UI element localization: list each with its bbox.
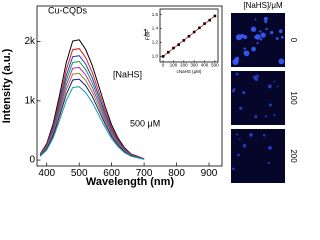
- cell-dot: [231, 89, 235, 93]
- cell-dot: [249, 133, 253, 137]
- cell-dot: [268, 103, 272, 107]
- cell-dot: [259, 30, 262, 33]
- x-tick-label: 600: [103, 168, 120, 179]
- x-tick-label: 500: [211, 63, 219, 68]
- point: [213, 14, 217, 18]
- x-tick-label: 400: [38, 168, 55, 179]
- cell-dot: [267, 161, 270, 165]
- inset-x-label: cNaHS (μM): [177, 69, 202, 74]
- cell-dot: [239, 138, 241, 141]
- cell-dot: [240, 33, 245, 39]
- cell-dot: [239, 106, 243, 110]
- point: [198, 26, 201, 30]
- annotation: 1: [143, 27, 148, 37]
- cell-dot: [270, 30, 274, 35]
- annotation: [NaHS]: [113, 69, 142, 79]
- cell-dot: [242, 91, 246, 95]
- cell-dot: [278, 58, 285, 65]
- cell-dot: [235, 72, 239, 76]
- cell-dot: [256, 74, 259, 78]
- cell-dot: [278, 29, 283, 34]
- y-tick-label: 1.6: [152, 12, 159, 17]
- cell-dot: [264, 115, 268, 118]
- cell-dot: [259, 38, 263, 41]
- cell-dot: [243, 47, 246, 50]
- cell-dot: [254, 34, 261, 40]
- cell-dot: [280, 35, 284, 39]
- x-tick-label: 900: [201, 168, 218, 179]
- cell-dot: [237, 153, 240, 157]
- cell-dot: [260, 32, 266, 38]
- y-tick-label: 0: [29, 155, 35, 166]
- x-tick-label: 0: [162, 63, 165, 68]
- annotation: 500 μM: [130, 118, 160, 128]
- point: [161, 55, 165, 58]
- cell-dot: [254, 35, 257, 39]
- point: [192, 30, 196, 34]
- cell-dot: [256, 41, 259, 45]
- point: [182, 39, 186, 42]
- y-axis-label: Intensity (a.u.): [1, 48, 13, 123]
- cell-dot: [236, 133, 239, 136]
- cell-dot: [243, 50, 250, 57]
- y-tick-label: 1.4: [152, 26, 159, 31]
- x-tick-label: 500: [71, 168, 88, 179]
- spectrum-line: [39, 86, 145, 160]
- inset-y-label: F0/F: [145, 30, 151, 40]
- spectrum-line: [39, 39, 145, 160]
- y-tick-label: 1k: [24, 95, 36, 106]
- image-label: 100: [289, 91, 298, 105]
- x-tick-label: 200: [180, 63, 188, 68]
- cell-dot: [273, 114, 276, 117]
- cell-dot: [273, 80, 276, 83]
- cell-dot: [275, 37, 279, 40]
- cell-dot: [264, 20, 267, 24]
- x-tick-label: 100: [170, 63, 178, 68]
- x-tick-label: 400: [201, 63, 209, 68]
- cell-dot: [242, 144, 247, 148]
- cell-dot: [250, 26, 257, 32]
- point: [177, 43, 180, 46]
- cell-dot: [251, 46, 256, 52]
- image-bg: [231, 129, 285, 183]
- point: [208, 18, 212, 22]
- micrograph: [231, 13, 285, 67]
- x-tick-label: 700: [136, 168, 153, 179]
- cell-dot: [235, 59, 239, 63]
- cell-dot: [267, 84, 272, 89]
- point: [187, 34, 191, 38]
- cell-dot: [268, 145, 272, 150]
- cell-dot: [262, 134, 266, 137]
- cell-dot: [232, 167, 235, 171]
- x-tick-label: 300: [190, 63, 198, 68]
- y-tick-label: 2k: [24, 36, 36, 47]
- cell-dot: [265, 27, 268, 31]
- point: [166, 50, 170, 54]
- image-label: 200: [289, 149, 298, 163]
- cell-dot: [263, 16, 268, 21]
- x-tick-label: 800: [168, 168, 185, 179]
- cell-dot: [276, 85, 279, 88]
- micrograph: [231, 71, 285, 125]
- x-axis-label: Wavelength (nm): [86, 176, 175, 188]
- image-header: [NaHS]/μM: [243, 1, 283, 10]
- y-tick-label: 1.2: [152, 40, 159, 45]
- image-label: 0: [289, 38, 298, 43]
- cell-dot: [254, 18, 257, 21]
- cell-dot: [254, 115, 258, 119]
- point: [172, 46, 175, 50]
- annotation: Cu-CQDs: [48, 5, 88, 15]
- cell-dot: [254, 77, 259, 82]
- micrograph: [231, 129, 285, 183]
- point: [203, 22, 206, 25]
- spectrum-line: [39, 78, 145, 160]
- y-tick-label: 1.0: [152, 54, 159, 59]
